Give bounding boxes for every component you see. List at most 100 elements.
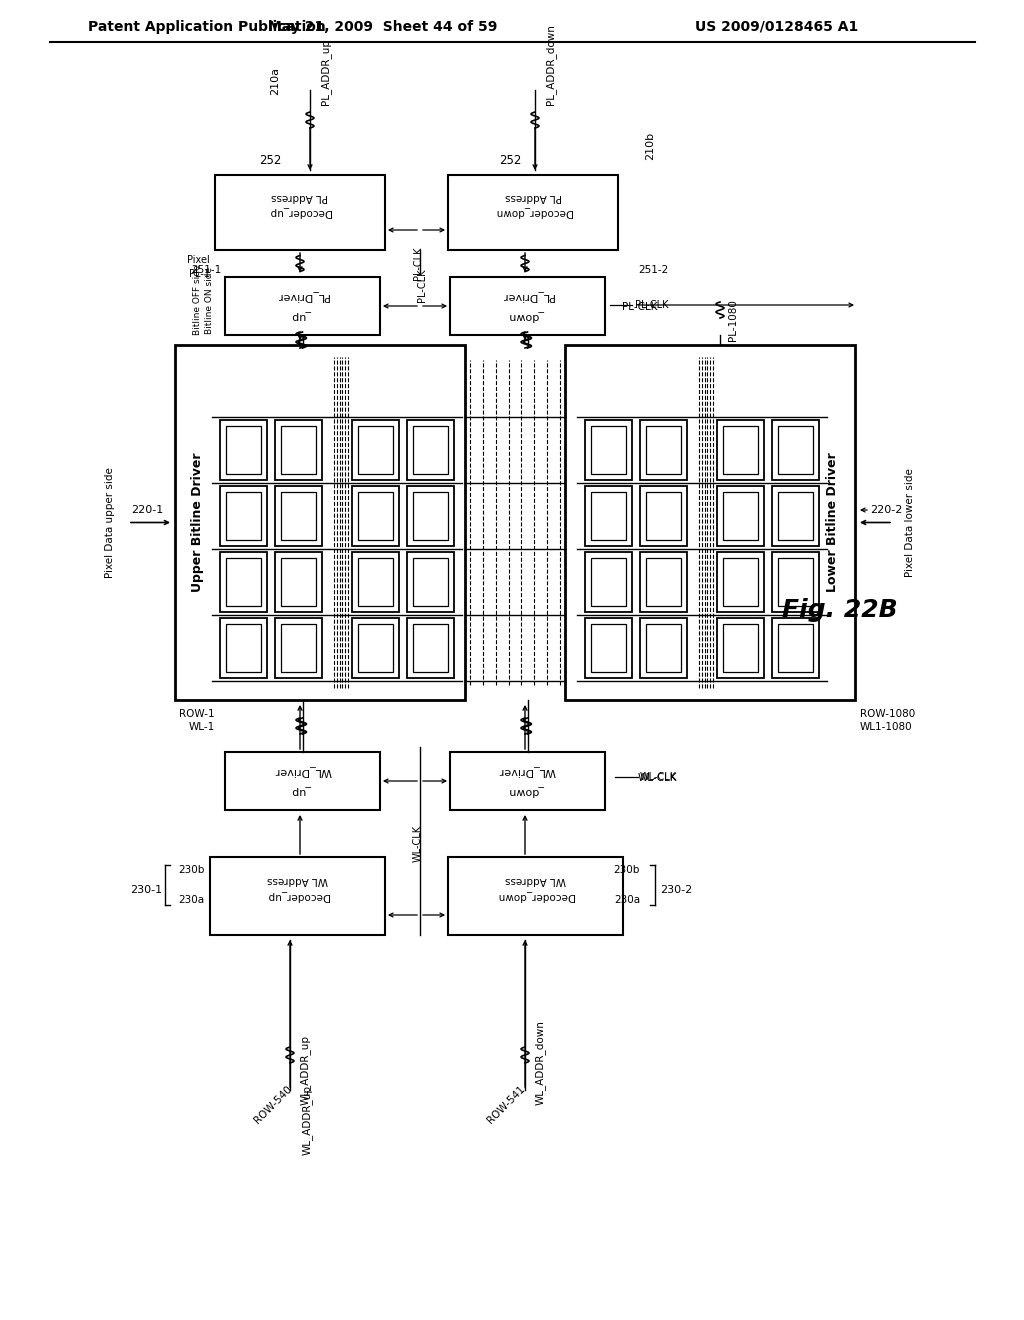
Bar: [585, 420, 632, 480]
Text: 230a: 230a: [613, 895, 640, 906]
Bar: [281, 492, 316, 540]
Text: 230-2: 230-2: [660, 884, 692, 895]
Text: 251-2: 251-2: [638, 265, 669, 275]
Text: 220-1: 220-1: [131, 506, 163, 515]
Bar: [717, 618, 764, 678]
Text: Decoder_up: Decoder_up: [266, 891, 329, 902]
Text: US 2009/0128465 A1: US 2009/0128465 A1: [695, 20, 858, 34]
Text: 210b: 210b: [645, 132, 655, 160]
Text: 210a: 210a: [270, 67, 280, 95]
Text: 230a: 230a: [178, 895, 204, 906]
Text: 251-1: 251-1: [191, 265, 222, 275]
Bar: [215, 176, 385, 249]
Bar: [407, 420, 454, 480]
Bar: [591, 624, 626, 672]
Bar: [352, 486, 399, 546]
Bar: [358, 558, 393, 606]
Text: PL_Driver: PL_Driver: [276, 290, 329, 301]
Bar: [772, 486, 819, 546]
Text: 252: 252: [499, 153, 521, 166]
Bar: [778, 624, 813, 672]
Text: Decoder_down: Decoder_down: [495, 207, 571, 218]
Text: PL-1: PL-1: [189, 269, 210, 279]
Bar: [640, 552, 687, 612]
Bar: [591, 426, 626, 474]
Text: _down: _down: [510, 785, 546, 796]
Text: Lower Bitline Driver: Lower Bitline Driver: [826, 453, 840, 593]
Bar: [220, 486, 267, 546]
Bar: [358, 624, 393, 672]
Bar: [358, 426, 393, 474]
Bar: [413, 426, 449, 474]
Bar: [281, 558, 316, 606]
Bar: [723, 426, 758, 474]
Text: WL-CLK: WL-CLK: [638, 774, 678, 783]
Text: WL_Driver: WL_Driver: [273, 766, 331, 776]
Text: 230-1: 230-1: [130, 884, 162, 895]
Text: Pixel Data upper side: Pixel Data upper side: [105, 467, 115, 578]
Bar: [585, 618, 632, 678]
Bar: [275, 552, 322, 612]
Bar: [723, 558, 758, 606]
Bar: [275, 420, 322, 480]
Bar: [772, 618, 819, 678]
Bar: [413, 492, 449, 540]
Bar: [352, 420, 399, 480]
Bar: [407, 618, 454, 678]
Text: PL_ADDR_up: PL_ADDR_up: [319, 40, 331, 106]
Text: PL-CLK: PL-CLK: [622, 302, 657, 312]
Bar: [449, 176, 618, 249]
Text: ROW-540: ROW-540: [252, 1084, 294, 1125]
Bar: [717, 486, 764, 546]
Bar: [275, 618, 322, 678]
Bar: [717, 552, 764, 612]
Text: WL1-1080: WL1-1080: [860, 722, 912, 733]
Bar: [352, 618, 399, 678]
Text: PL-CLK: PL-CLK: [417, 268, 427, 302]
Text: WL-CLK: WL-CLK: [640, 772, 677, 781]
Bar: [281, 624, 316, 672]
Text: PL_ADDR_down: PL_ADDR_down: [545, 24, 556, 106]
Bar: [407, 552, 454, 612]
Text: Fig. 22B: Fig. 22B: [782, 598, 898, 622]
Bar: [352, 552, 399, 612]
Text: WL-1: WL-1: [188, 722, 215, 733]
Text: 230b: 230b: [613, 865, 640, 875]
Bar: [591, 492, 626, 540]
Text: May 21, 2009  Sheet 44 of 59: May 21, 2009 Sheet 44 of 59: [268, 20, 498, 34]
Text: WL Address: WL Address: [505, 875, 566, 884]
Text: 252: 252: [259, 153, 282, 166]
Bar: [220, 552, 267, 612]
Text: Decoder_down: Decoder_down: [497, 891, 574, 902]
Bar: [640, 420, 687, 480]
Bar: [585, 486, 632, 546]
Bar: [449, 857, 623, 935]
Bar: [591, 558, 626, 606]
Text: WL_ADDR_down: WL_ADDR_down: [535, 1020, 546, 1105]
Text: Decoder_up: Decoder_up: [269, 207, 331, 218]
Bar: [358, 492, 393, 540]
Bar: [226, 558, 261, 606]
Text: _up: _up: [293, 785, 312, 796]
Text: Bitline ON side: Bitline ON side: [206, 267, 214, 334]
Bar: [450, 752, 605, 810]
Text: 230b: 230b: [178, 865, 205, 875]
Bar: [275, 486, 322, 546]
Bar: [723, 492, 758, 540]
Bar: [640, 486, 687, 546]
Text: WL Address: WL Address: [267, 875, 328, 884]
Text: PL_Driver: PL_Driver: [501, 290, 554, 301]
Text: PL Address: PL Address: [505, 191, 561, 202]
Bar: [778, 492, 813, 540]
Text: ROW-541: ROW-541: [485, 1084, 526, 1125]
Bar: [226, 624, 261, 672]
Bar: [225, 752, 380, 810]
Text: WL_ADDR_up: WL_ADDR_up: [300, 1035, 311, 1105]
Bar: [210, 857, 385, 935]
Bar: [281, 426, 316, 474]
Text: Upper Bitline Driver: Upper Bitline Driver: [190, 453, 204, 593]
Text: ROW-1080: ROW-1080: [860, 709, 915, 719]
Bar: [450, 277, 605, 335]
Text: 220-2: 220-2: [870, 506, 902, 515]
Bar: [413, 624, 449, 672]
